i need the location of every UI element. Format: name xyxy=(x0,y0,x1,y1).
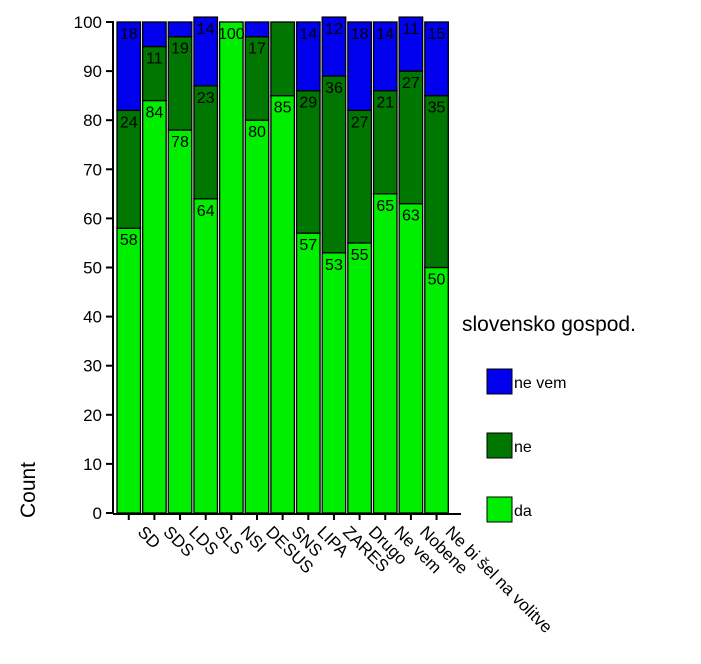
y-tick-label: 100 xyxy=(74,13,102,32)
y-tick-label: 10 xyxy=(83,455,102,474)
bar-segment-ne-vem xyxy=(167,21,193,38)
bar-segment-ne xyxy=(295,90,321,234)
data-label: 58 xyxy=(120,232,138,249)
bar-segment-da xyxy=(347,242,373,514)
y-tick-label: 50 xyxy=(83,259,102,278)
data-label: 18 xyxy=(351,26,369,43)
data-label: 19 xyxy=(171,41,189,58)
y-tick-label: 90 xyxy=(83,62,102,81)
data-label: 21 xyxy=(376,95,394,112)
bar-segment-ne-vem xyxy=(424,21,449,97)
category-label: Ne bi šel na volitve xyxy=(442,522,556,636)
bar-segment-ne-vem xyxy=(347,21,373,112)
data-label: 100 xyxy=(218,26,245,43)
bar-segment-da xyxy=(141,99,167,514)
bar-segment-ne-vem xyxy=(193,16,219,87)
bar-segment-ne-vem xyxy=(372,21,398,92)
legend-swatch-da xyxy=(486,496,513,523)
bar-segment-ne-vem xyxy=(295,21,321,92)
y-tick-label: 20 xyxy=(83,406,102,425)
y-tick-label: 30 xyxy=(83,357,102,376)
legend-title: slovensko gospod. xyxy=(462,313,636,336)
legend: slovensko gospod. ne vem ne da xyxy=(462,313,636,523)
bar-segment-ne-vem xyxy=(321,16,347,77)
data-label: 15 xyxy=(428,26,446,43)
legend-swatch-ne-vem xyxy=(486,368,513,395)
y-tick-label: 40 xyxy=(83,308,102,327)
data-label: 11 xyxy=(146,51,163,68)
data-label: 85 xyxy=(274,100,292,117)
y-axis-label: Count xyxy=(17,462,40,518)
data-label: 55 xyxy=(351,247,369,264)
bar-segment-da xyxy=(398,203,424,514)
bar-segment-da xyxy=(167,129,193,514)
bar-segment-ne xyxy=(270,21,296,97)
bar-segment-da xyxy=(244,119,270,514)
y-tick-label: 80 xyxy=(83,111,102,130)
category-label: NSI xyxy=(237,522,270,555)
legend-label: ne xyxy=(514,439,532,456)
bar-segment-ne-vem xyxy=(244,21,270,38)
y-tick-label: 60 xyxy=(83,209,102,228)
data-label: 84 xyxy=(146,105,164,122)
data-label: 24 xyxy=(120,114,138,131)
data-label: 63 xyxy=(402,208,420,225)
legend-label: da xyxy=(514,503,532,520)
data-label: 53 xyxy=(325,257,343,274)
data-label: 14 xyxy=(376,26,394,43)
bar-segment-ne-vem xyxy=(116,21,142,112)
data-label: 57 xyxy=(299,237,317,254)
legend-swatch-ne xyxy=(486,432,513,459)
bar-segment-ne xyxy=(321,75,347,254)
y-tick-label: 0 xyxy=(93,504,102,523)
bar-segment-da xyxy=(321,252,347,514)
y-tick-label: 70 xyxy=(83,160,102,179)
bar-segment-da xyxy=(218,21,244,514)
data-label: 50 xyxy=(428,272,446,289)
bar-segment-ne-vem xyxy=(141,21,167,48)
bar-segment-da xyxy=(295,232,321,514)
data-label: 80 xyxy=(248,124,266,141)
bar-segment-ne xyxy=(424,95,449,269)
data-label: 65 xyxy=(376,198,394,215)
bar-segment-da xyxy=(372,193,398,514)
data-label: 36 xyxy=(325,80,343,97)
bar-segment-da xyxy=(193,198,219,514)
bars xyxy=(116,16,449,514)
data-label: 35 xyxy=(428,100,446,117)
data-label: 23 xyxy=(197,90,215,107)
data-label: 14 xyxy=(197,21,215,38)
data-label: 12 xyxy=(325,21,343,38)
data-label: 78 xyxy=(171,134,189,151)
data-label: 27 xyxy=(351,114,369,131)
bar-segment-ne-vem xyxy=(398,16,424,72)
data-label: 29 xyxy=(299,95,317,112)
data-label: 17 xyxy=(248,41,266,58)
bar-segment-da xyxy=(424,266,449,514)
data-label: 18 xyxy=(120,26,138,43)
bar-segment-da xyxy=(116,227,142,514)
legend-label: ne vem xyxy=(514,375,566,392)
data-label: 64 xyxy=(197,203,215,220)
bar-segment-da xyxy=(270,95,296,514)
data-label: 11 xyxy=(403,21,420,38)
data-label: 14 xyxy=(299,26,317,43)
axes: 0 10 20 30 40 50 60 70 80 90 100 xyxy=(74,13,461,523)
data-label: 27 xyxy=(402,75,420,92)
category-label: SD xyxy=(134,522,164,552)
